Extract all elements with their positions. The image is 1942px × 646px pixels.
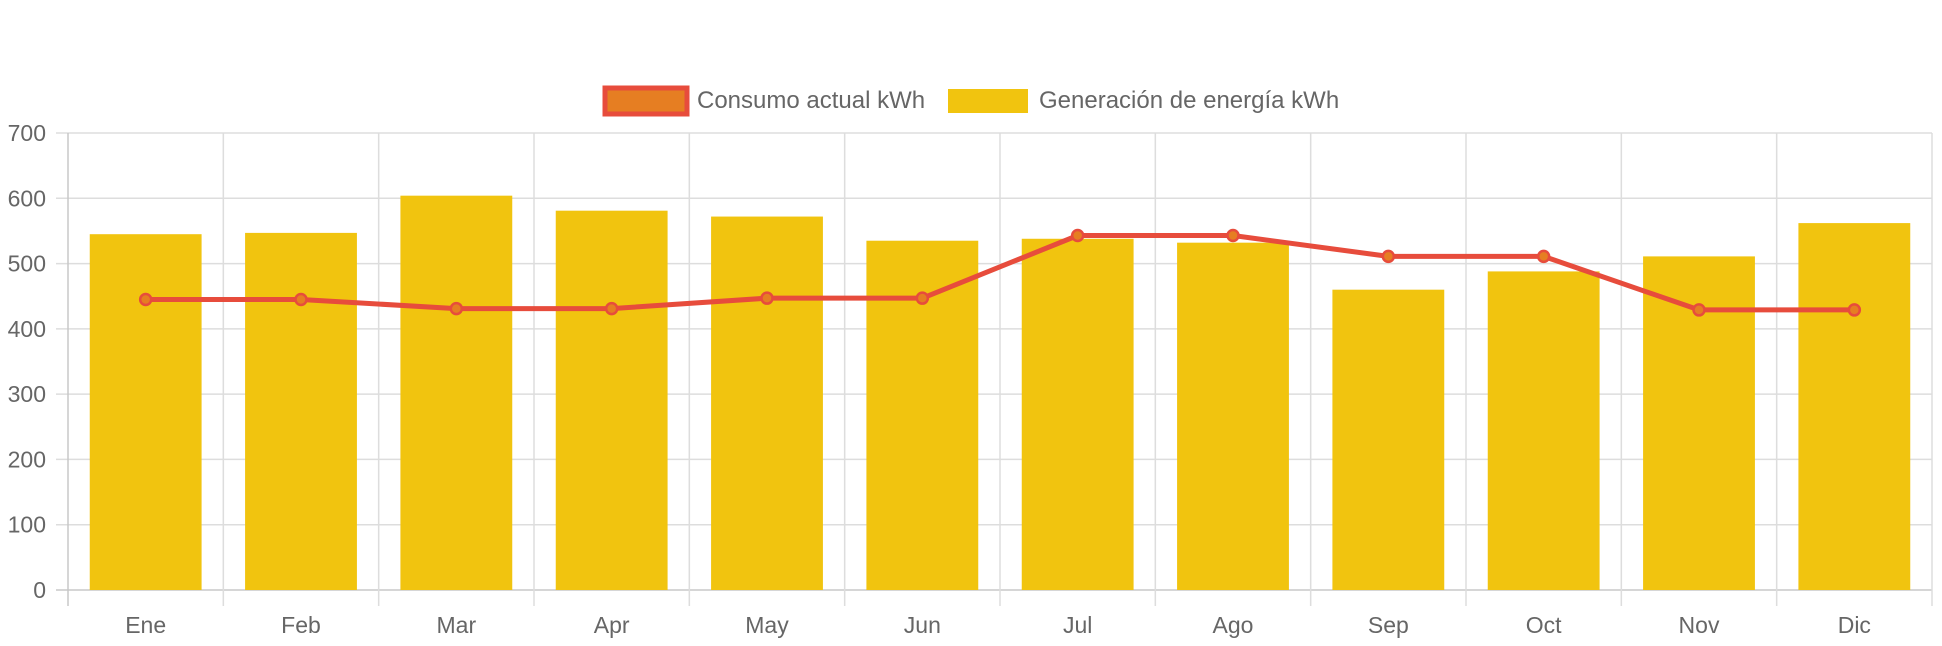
bar-generation[interactable]: [1332, 289, 1445, 590]
x-tick-label: Dic: [1838, 612, 1871, 638]
x-tick-label: May: [745, 612, 789, 638]
bar-generation[interactable]: [1487, 271, 1600, 590]
point-consumption[interactable]: [138, 292, 153, 307]
bar-generation[interactable]: [1021, 238, 1134, 590]
y-tick-label: 100: [8, 512, 46, 538]
bar-generation[interactable]: [711, 216, 823, 590]
bar-generation[interactable]: [245, 232, 357, 590]
legend: Consumo actual kWh Generación de energía…: [602, 85, 1339, 117]
point-consumption[interactable]: [915, 291, 930, 305]
point-consumption[interactable]: [1381, 249, 1396, 264]
point-consumption[interactable]: [449, 301, 464, 316]
point-consumption[interactable]: [1536, 249, 1551, 264]
bar-generation[interactable]: [555, 210, 668, 590]
consumption-line: [138, 228, 1862, 317]
x-tick-label: Ene: [125, 612, 166, 638]
legend-label-generation[interactable]: Generación de energía kWh: [1039, 87, 1339, 114]
x-tick-label: Jun: [904, 612, 941, 638]
x-tick-label: Jul: [1063, 612, 1092, 638]
y-tick-label: 0: [33, 577, 46, 603]
y-tick-label: 300: [8, 381, 46, 407]
x-tick-label: Nov: [1679, 612, 1720, 638]
y-tick-label: 200: [8, 446, 46, 472]
bar-generation[interactable]: [89, 234, 202, 590]
point-consumption[interactable]: [760, 291, 774, 305]
bar-generation[interactable]: [400, 195, 513, 590]
x-tick-label: Oct: [1526, 612, 1562, 638]
point-consumption[interactable]: [1847, 303, 1862, 317]
y-tick-label: 400: [8, 316, 46, 342]
x-tick-label: Apr: [594, 612, 630, 638]
point-consumption[interactable]: [294, 292, 308, 307]
point-consumption[interactable]: [1070, 228, 1085, 243]
point-consumption[interactable]: [1226, 228, 1240, 243]
point-consumption[interactable]: [604, 301, 619, 316]
bar-generation[interactable]: [1798, 223, 1911, 590]
generation-bars: [89, 195, 1911, 590]
legend-label-consumption[interactable]: Consumo actual kWh: [697, 87, 925, 114]
y-tick-label: 500: [8, 251, 46, 277]
y-axis: 0 100 200 300 400 500 600 700: [8, 120, 46, 603]
point-consumption[interactable]: [1692, 303, 1706, 317]
legend-swatch-generation[interactable]: [948, 89, 1028, 113]
line-consumption: [145, 232, 1855, 313]
x-tick-label: Mar: [437, 612, 477, 638]
x-axis: Ene Feb Mar Apr May Jun Jul Ago Sep Oct Nov Dic: [125, 612, 1871, 638]
x-tick-label: Sep: [1368, 612, 1409, 638]
y-tick-label: 600: [8, 185, 46, 211]
legend-swatch-consumption[interactable]: [602, 85, 690, 117]
bar-generation[interactable]: [1177, 242, 1289, 590]
y-tick-label: 700: [8, 120, 46, 146]
x-tick-label: Ago: [1213, 612, 1254, 638]
grid: [56, 132, 1933, 606]
x-tick-label: Feb: [281, 612, 321, 638]
